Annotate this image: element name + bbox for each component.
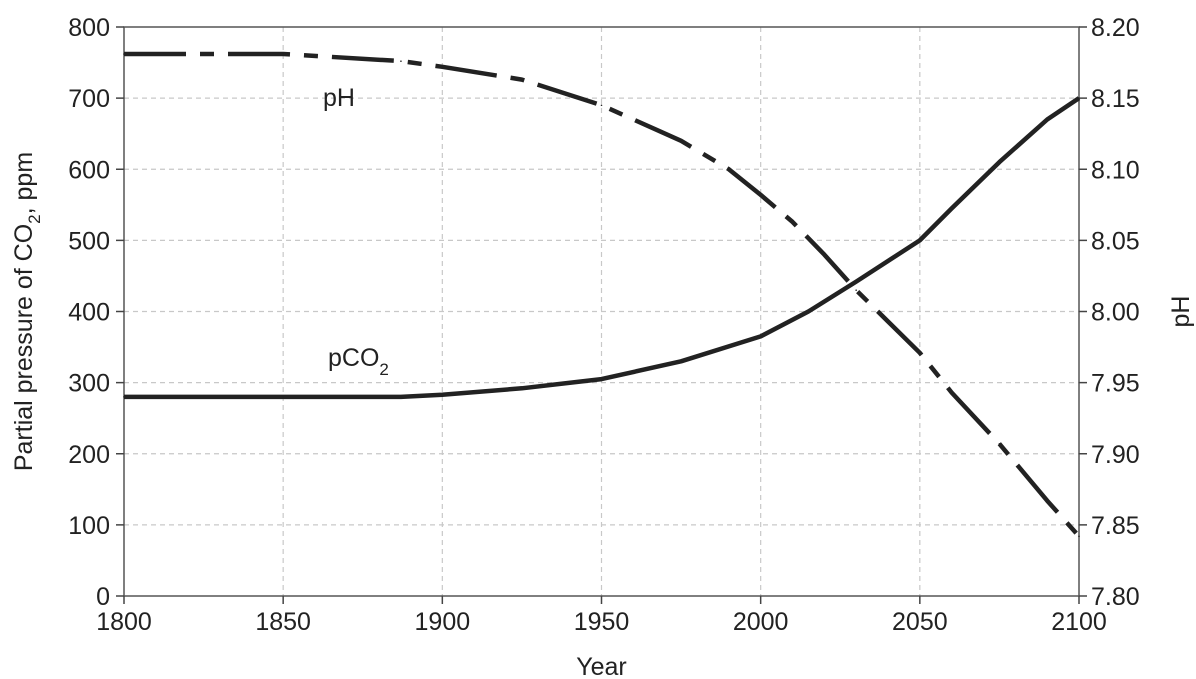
pco2-point bbox=[1078, 97, 1080, 99]
ph-point bbox=[728, 168, 730, 171]
ph-point bbox=[400, 60, 402, 62]
ph-point bbox=[1046, 499, 1048, 502]
ph-point bbox=[282, 53, 284, 55]
ph-point bbox=[521, 78, 523, 81]
x-axis-label: Year bbox=[576, 653, 627, 679]
ph-point bbox=[998, 442, 1001, 445]
ph-point bbox=[123, 53, 125, 55]
y-left-tick-label: 0 bbox=[96, 583, 110, 611]
ph-point bbox=[919, 351, 921, 354]
pco2-point bbox=[521, 387, 523, 390]
y-left-tick-label: 700 bbox=[68, 85, 110, 113]
pco2-point bbox=[855, 280, 857, 283]
ph-point bbox=[791, 221, 794, 223]
y-right-tick-label: 7.85 bbox=[1091, 512, 1140, 540]
y-right-tick-label: 8.00 bbox=[1091, 299, 1140, 327]
x-tick-label: 2050 bbox=[892, 608, 948, 636]
y-axis-left-label: Partial pressure of CO2, ppm bbox=[10, 152, 44, 471]
ph-point bbox=[600, 104, 603, 107]
y-left-tick-label: 500 bbox=[68, 227, 110, 255]
pco2-point bbox=[441, 393, 444, 396]
pco2-point bbox=[807, 310, 810, 313]
y-right-tick-label: 8.15 bbox=[1091, 85, 1140, 113]
pco2-point bbox=[680, 360, 682, 363]
y-left-tick-label: 600 bbox=[68, 156, 110, 184]
y-right-tick-label: 8.20 bbox=[1091, 14, 1140, 42]
y-axis-right-label: pH bbox=[1167, 296, 1195, 328]
ph-point bbox=[759, 194, 762, 196]
ph-point bbox=[1078, 535, 1080, 538]
ph-point bbox=[950, 391, 953, 394]
series-lines bbox=[123, 51, 1081, 538]
ticks: 1800 1850 1900 1950 2000 2050 2100 0 100 200 300 40… bbox=[68, 14, 1139, 636]
ph-line bbox=[124, 51, 1081, 538]
pco2-point bbox=[759, 335, 762, 338]
y-left-tick-label: 200 bbox=[68, 441, 110, 469]
y-left-tick-label: 400 bbox=[68, 299, 110, 327]
pco2-point bbox=[282, 396, 284, 398]
x-tick-label: 1950 bbox=[574, 608, 630, 636]
y-left-tick-label: 100 bbox=[68, 512, 110, 540]
x-tick-label: 1850 bbox=[255, 608, 311, 636]
ph-point bbox=[680, 140, 682, 142]
pco2-point bbox=[919, 239, 921, 242]
ph-point bbox=[441, 66, 444, 68]
y-right-tick-label: 8.05 bbox=[1091, 227, 1140, 255]
x-tick-label: 2100 bbox=[1051, 608, 1107, 636]
y-right-tick-label: 8.10 bbox=[1091, 156, 1140, 184]
series-label-pco2: pCO2 bbox=[328, 344, 389, 379]
pco2-point bbox=[1046, 118, 1048, 121]
ph-point bbox=[823, 253, 826, 256]
pco2-point bbox=[600, 378, 603, 380]
ph-point bbox=[855, 289, 857, 291]
y-left-tick-label: 800 bbox=[68, 14, 110, 42]
x-tick-label: 1800 bbox=[96, 608, 152, 636]
y-right-tick-label: 7.80 bbox=[1091, 583, 1140, 611]
pco2-point bbox=[998, 161, 1001, 163]
series-label-ph: pH bbox=[323, 84, 355, 112]
x-tick-label: 2000 bbox=[733, 608, 789, 636]
pco2-point bbox=[400, 396, 402, 398]
y-right-tick-label: 7.95 bbox=[1091, 370, 1140, 398]
y-left-tick-label: 300 bbox=[68, 370, 110, 398]
ph-point bbox=[887, 320, 889, 323]
pco2-point bbox=[950, 207, 953, 210]
pco2-point bbox=[123, 396, 125, 398]
x-tick-label: 1900 bbox=[415, 608, 471, 636]
grid bbox=[124, 27, 1079, 596]
y-right-tick-label: 7.90 bbox=[1091, 441, 1140, 469]
